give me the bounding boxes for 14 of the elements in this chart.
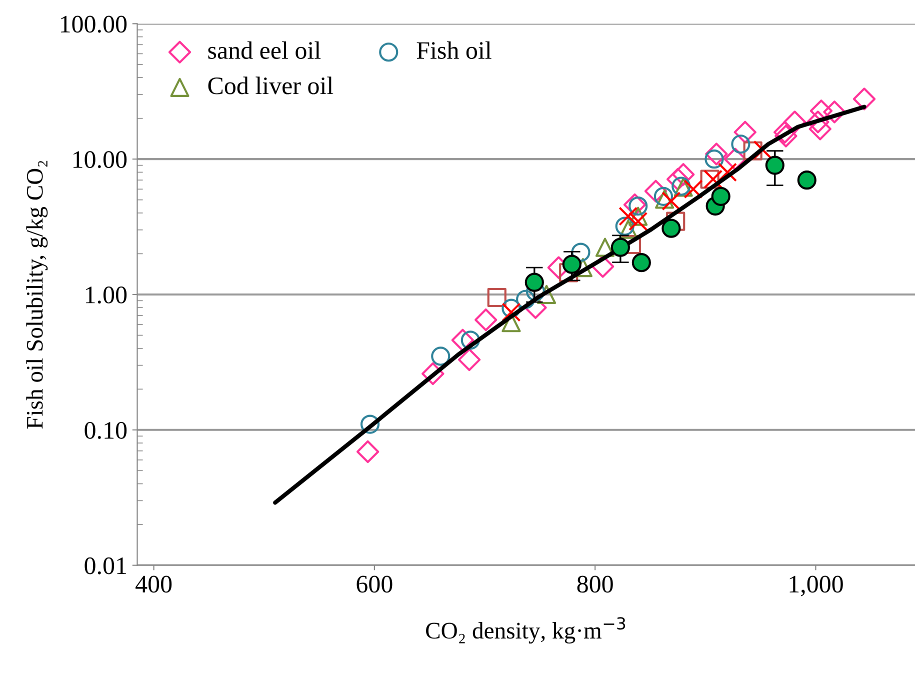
x-tick-label: 800 (577, 576, 613, 593)
y-tick-label: 1.00 (86, 286, 127, 304)
x-tick-label: 600 (356, 576, 392, 593)
legend-label: Fish oil (416, 41, 492, 59)
x-axis-title: CO₂ density, kg·m$^{−3}$ (426, 617, 626, 644)
y-axis-title: Fish oil Solubility, g/kg CO₂ (26, 160, 48, 429)
x-tick-label: 1,000 (790, 576, 843, 596)
legend-label: Cod liver oil (208, 76, 334, 94)
y-tick-label: 0.01 (84, 557, 126, 574)
y-tick-label: 10.00 (73, 151, 127, 168)
x-tick-label: 400 (136, 576, 172, 593)
y-tick-label: 0.10 (84, 422, 127, 439)
y-tick-label: 100.00 (60, 16, 127, 33)
legend-label: sand eel oil (208, 41, 321, 59)
